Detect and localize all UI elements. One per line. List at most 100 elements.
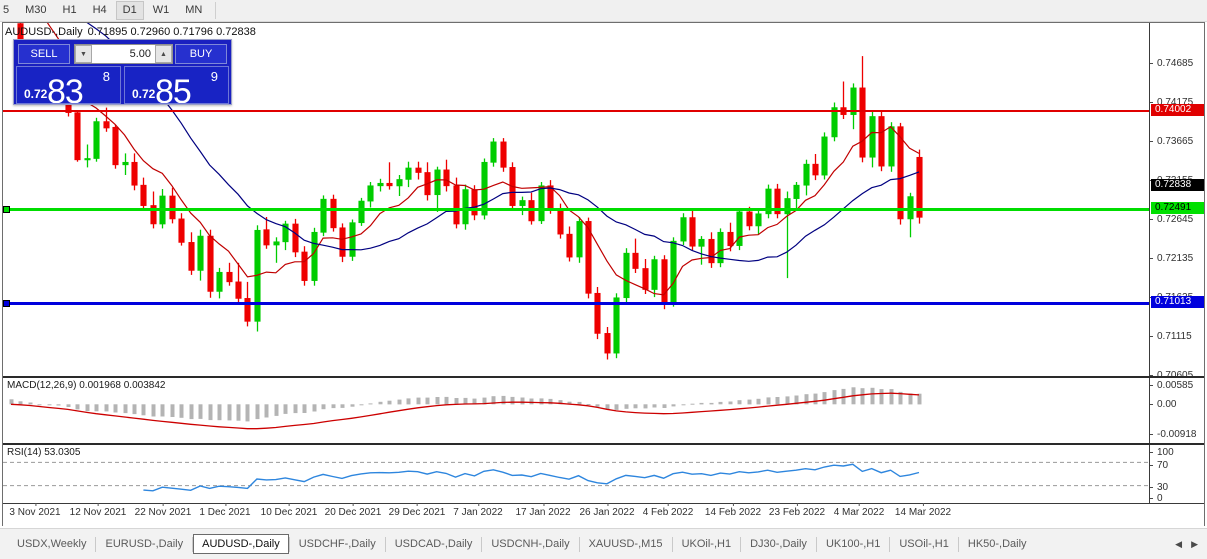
tab-separator <box>815 536 817 552</box>
date-tick: 22 Nov 2021 <box>134 503 192 518</box>
rsi-svg <box>3 461 1149 492</box>
chart-tab-eurusd-daily[interactable]: EURUSD-,Daily <box>105 538 184 550</box>
date-tick: 10 Dec 2021 <box>260 503 318 518</box>
chart-tab-usoil-h1[interactable]: USOil-,H1 <box>899 538 949 550</box>
support-line-1-handle[interactable] <box>3 300 10 307</box>
buy-price-fraction: 9 <box>210 69 218 84</box>
chart-tab-dj30-daily[interactable]: DJ30-,Daily <box>750 538 807 550</box>
date-tick: 29 Dec 2021 <box>388 503 446 518</box>
date-tick: 1 Dec 2021 <box>199 503 251 518</box>
price-tick: 0.70605 <box>1150 370 1204 376</box>
chart-tab-hk50-daily[interactable]: HK50-,Daily <box>967 538 1027 550</box>
price-tick: 0.71115 <box>1150 331 1204 343</box>
date-tick: 20 Dec 2021 <box>324 503 382 518</box>
ask-line[interactable] <box>3 110 1149 112</box>
sell-price-fraction: 8 <box>102 69 110 84</box>
date-tick: 17 Jan 2022 <box>515 503 571 518</box>
tab-separator <box>384 536 386 552</box>
chart-ohlc-label: 0.71895 0.72960 0.71796 0.72838 <box>87 26 256 38</box>
rsi-scale: 100 70 30 0 <box>1149 445 1204 503</box>
date-tick: 4 Feb 2022 <box>642 503 694 518</box>
price-badge-last: 0.72838 <box>1151 179 1204 191</box>
macd-plot-area <box>3 378 1149 443</box>
tab-separator <box>481 536 483 552</box>
buy-price-main: 85 <box>155 73 192 104</box>
buy-button[interactable]: BUY <box>175 44 227 64</box>
price-tick: 0.72645 <box>1150 214 1204 226</box>
date-axis: 3 Nov 2021 12 Nov 2021 22 Nov 2021 1 Dec 20… <box>3 503 1204 526</box>
chart-tab-uk100-h1[interactable]: UK100-,H1 <box>825 538 881 550</box>
timeframe-m30[interactable]: M30 <box>25 4 47 16</box>
timeframe-h4[interactable]: H4 <box>92 4 107 16</box>
chart-tab-audusd-daily[interactable]: AUDUSD-,Daily <box>193 534 289 554</box>
tab-separator <box>578 536 580 552</box>
chart-tab-bar[interactable]: USDX,Weekly EURUSD-,Daily AUDUSD-,Daily USD… <box>0 528 1207 559</box>
date-tick: 14 Mar 2022 <box>894 503 952 518</box>
timeframe-d1[interactable]: D1 <box>115 1 144 20</box>
bid-line[interactable] <box>3 208 1149 211</box>
timeframe-mn[interactable]: MN <box>185 4 203 16</box>
tab-separator <box>192 536 194 552</box>
rsi-tick: 100 <box>1150 447 1204 459</box>
price-plot-area[interactable] <box>3 23 1149 376</box>
tab-separator <box>957 536 959 552</box>
macd-tick: -0.00918 <box>1150 429 1204 441</box>
price-badge-ask: 0.74002 <box>1151 104 1204 116</box>
volume-input[interactable]: 5.00 <box>92 45 155 63</box>
one-click-trading-panel[interactable]: SELL ▼ 5.00 ▲ BUY 0.72 83 8 0.72 85 9 <box>13 39 232 105</box>
rsi-plot-area <box>3 445 1149 503</box>
tab-separator <box>740 536 742 552</box>
chart-tab-xauusd-m15[interactable]: XAUUSD-,M15 <box>588 538 663 550</box>
price-badge-bid: 0.72491 <box>1151 202 1204 214</box>
timeframe-toolbar: 5 M30 H1 H4 D1 W1 MN <box>0 0 1207 22</box>
tab-separator <box>671 536 673 552</box>
timeframe-w1[interactable]: W1 <box>152 4 170 16</box>
buy-price-display[interactable]: 0.72 85 9 <box>124 66 229 104</box>
chevron-right-icon[interactable]: ▶ <box>1191 538 1198 549</box>
chart-tab-usdcnh-daily[interactable]: USDCNH-,Daily <box>491 538 570 550</box>
date-tick: 7 Jan 2022 <box>453 503 503 518</box>
rsi-tick: 30 <box>1150 482 1204 494</box>
toolbar-separator <box>215 2 217 19</box>
buy-price-prefix: 0.72 <box>132 87 156 101</box>
macd-scale: 0.00585 0.00 -0.00918 <box>1149 378 1204 443</box>
chart-tab-ukoil-h1[interactable]: UKOil-,H1 <box>681 538 732 550</box>
trade-panel-top-row: SELL ▼ 5.00 ▲ BUY <box>14 40 231 66</box>
caret-up-icon[interactable]: ▲ <box>155 45 172 63</box>
sell-price-main: 83 <box>47 73 84 104</box>
price-pane[interactable]: 0.746850.741750.736650.731550.726450.721… <box>3 23 1204 376</box>
sell-price-prefix: 0.72 <box>24 87 48 101</box>
price-tick: 0.73665 <box>1150 136 1204 148</box>
price-tick: 0.74175 <box>1150 97 1204 109</box>
chevron-left-icon[interactable]: ◀ <box>1175 538 1183 549</box>
chart-frame[interactable]: 0.746850.741750.736650.731550.726450.721… <box>2 22 1205 526</box>
tab-separator <box>889 536 891 552</box>
price-tick: 0.72135 <box>1150 253 1204 265</box>
date-tick: 23 Feb 2022 <box>768 503 826 518</box>
bid-line-handle[interactable] <box>3 206 10 213</box>
chart-tab-usdcad-daily[interactable]: USDCAD-,Daily <box>394 538 473 550</box>
chart-header: AUDUSD-,Daily 0.71895 0.72960 0.71796 0.… <box>5 25 256 39</box>
rsi-label: RSI(14) 53.0305 <box>7 447 81 458</box>
timeframe-5[interactable]: 5 <box>3 4 10 16</box>
sell-button[interactable]: SELL <box>18 44 70 64</box>
sell-price-display[interactable]: 0.72 83 8 <box>16 66 121 104</box>
date-tick: 26 Jan 2022 <box>579 503 635 518</box>
volume-stepper[interactable]: ▼ 5.00 ▲ <box>74 44 173 64</box>
date-tick: 12 Nov 2021 <box>69 503 127 518</box>
chart-tab-usdchf-daily[interactable]: USDCHF-,Daily <box>298 538 376 550</box>
macd-tick: 0.00 <box>1150 399 1204 411</box>
timeframe-h1[interactable]: H1 <box>62 4 77 16</box>
macd-pane[interactable]: MACD(12,26,9) 0.001968 0.003842 0.00585 0… <box>3 376 1204 443</box>
date-tick: 14 Feb 2022 <box>704 503 762 518</box>
tab-separator <box>95 536 97 552</box>
price-badge-blue: 0.71013 <box>1151 296 1204 308</box>
price-scale[interactable]: 0.746850.741750.736650.731550.726450.721… <box>1149 23 1204 376</box>
caret-down-icon[interactable]: ▼ <box>75 45 92 63</box>
macd-label: MACD(12,26,9) 0.001968 0.003842 <box>7 380 166 391</box>
chart-tab-usdx-weekly[interactable]: USDX,Weekly <box>17 538 87 550</box>
date-tick: 4 Mar 2022 <box>833 503 885 518</box>
rsi-pane[interactable]: RSI(14) 53.0305 100 70 30 0 <box>3 443 1204 503</box>
support-line-1[interactable] <box>3 302 1149 305</box>
tab-scroll-controls[interactable]: ◀ ▶ <box>1175 539 1207 550</box>
